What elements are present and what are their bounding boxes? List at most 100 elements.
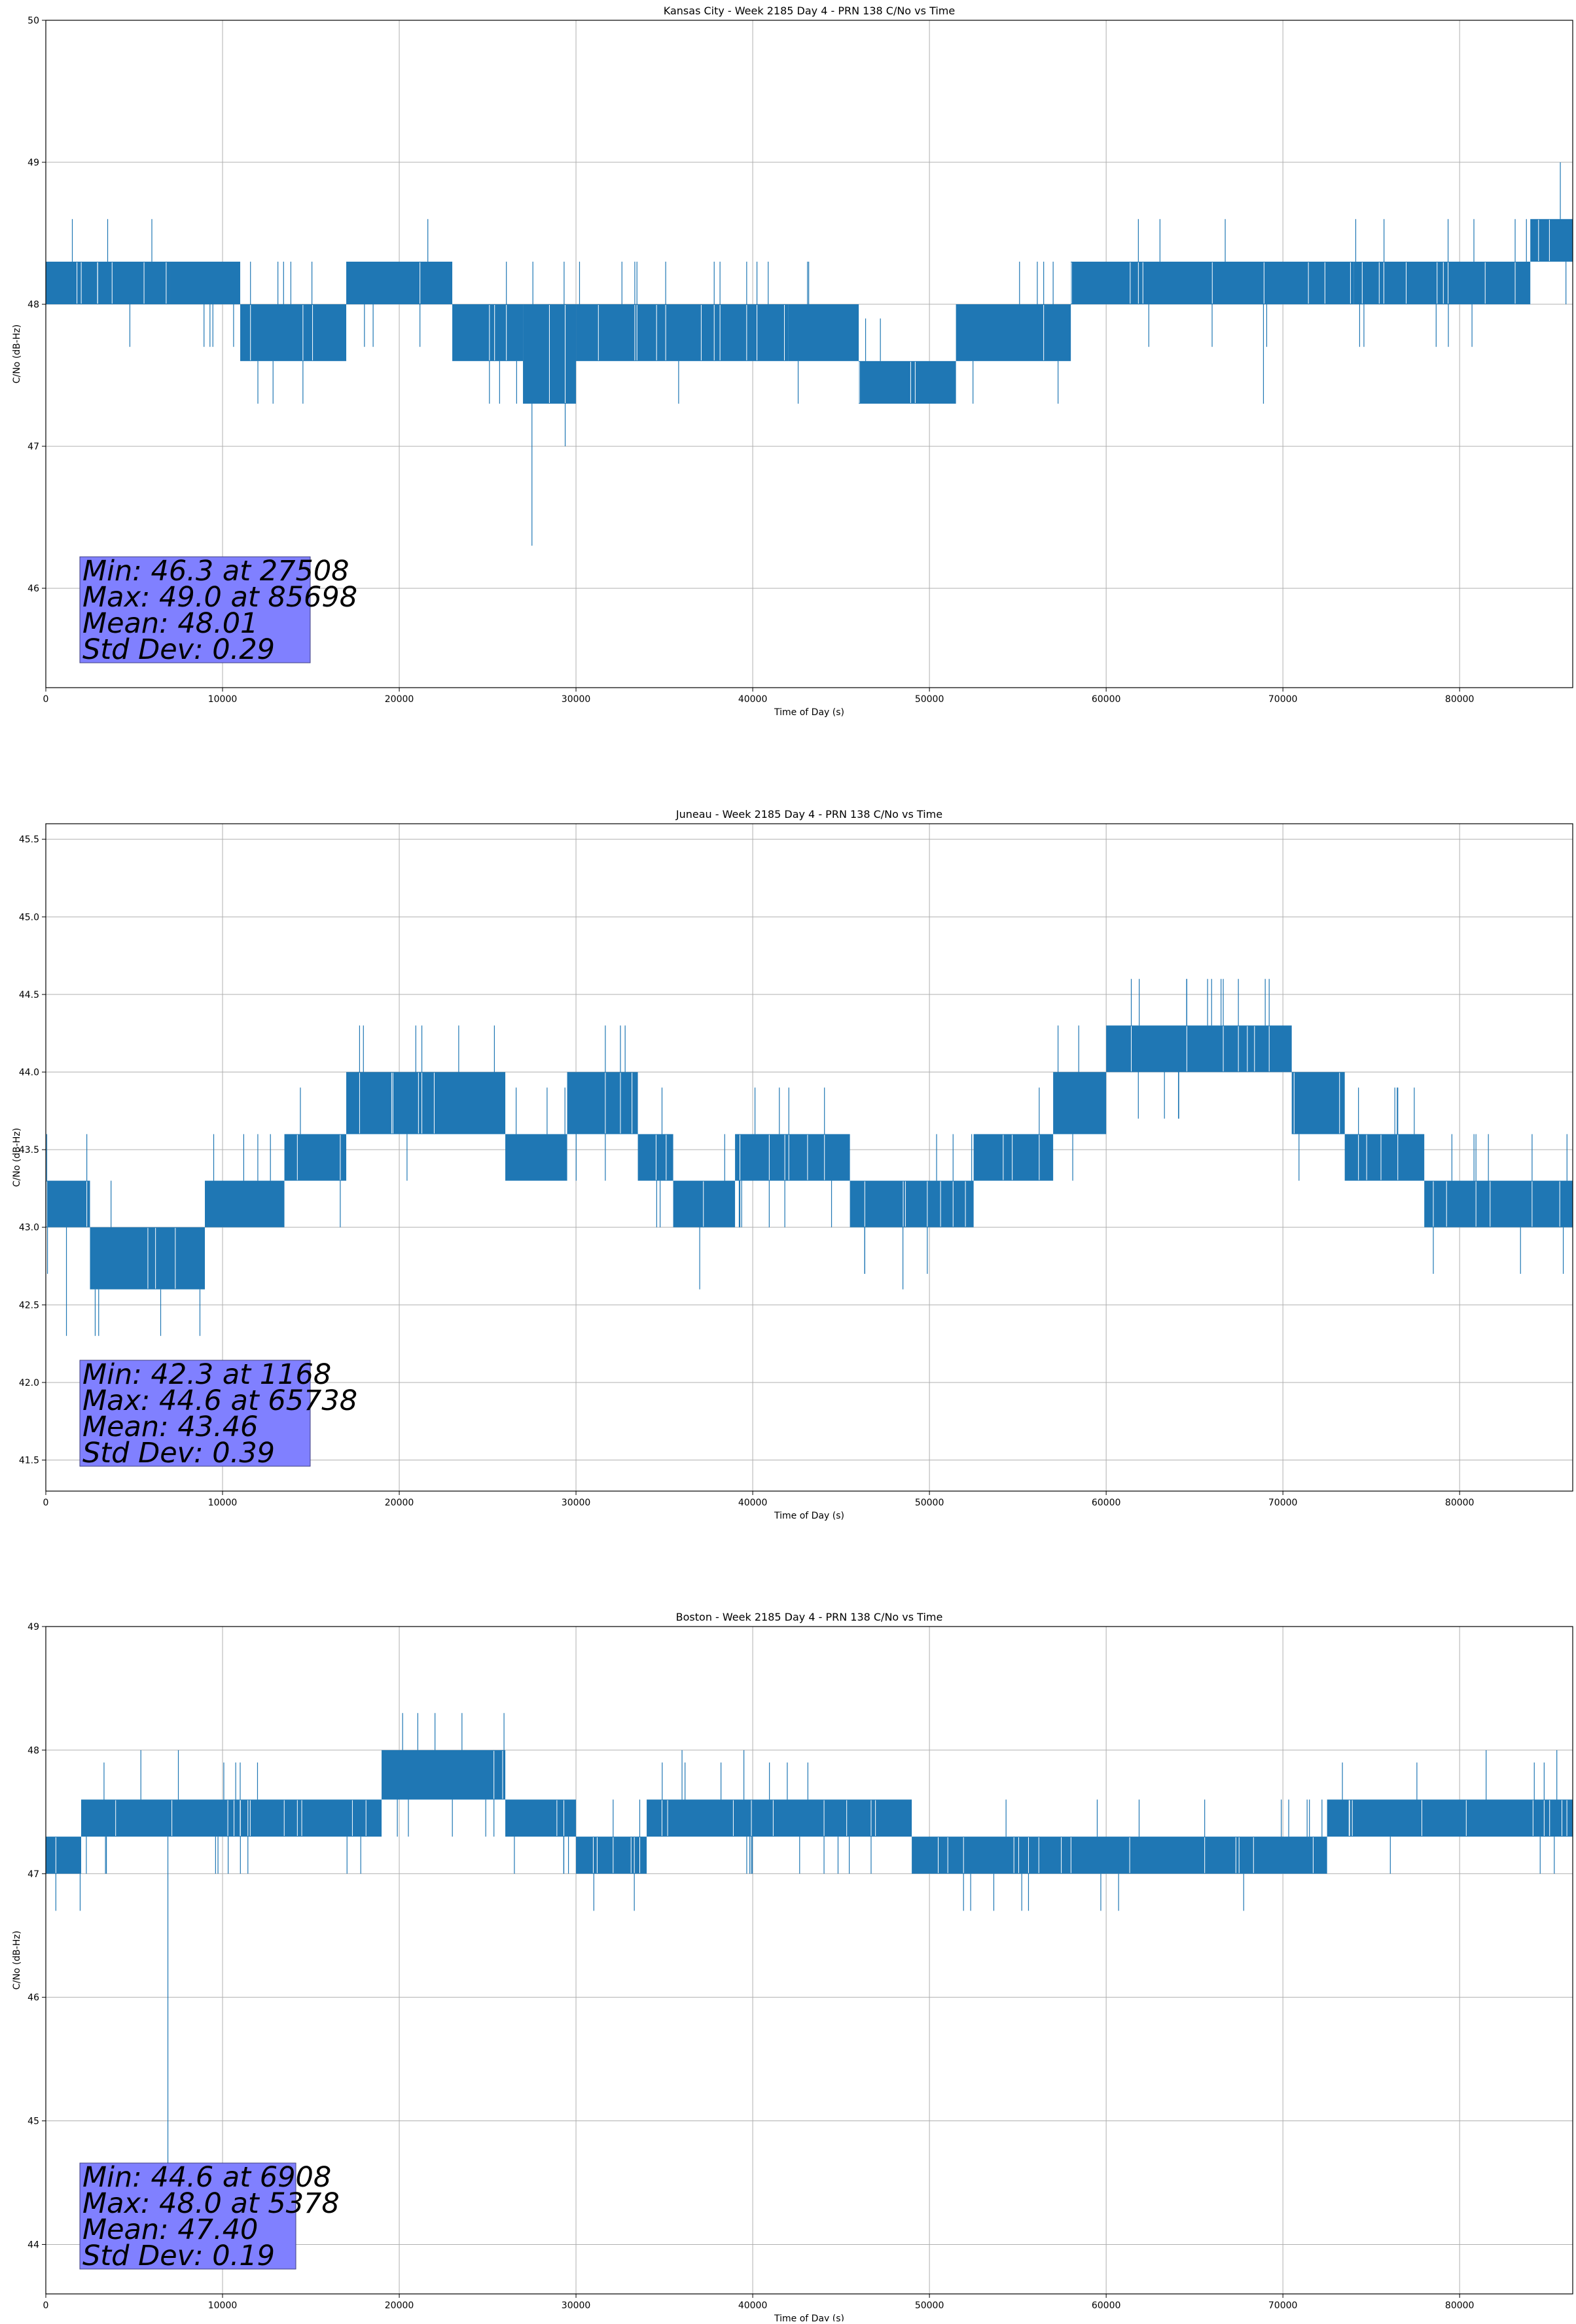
stats-line: Std Dev: 0.19 — [82, 2240, 275, 2272]
y-tick-label: 45 — [27, 2117, 39, 2127]
x-axis-label: Time of Day (s) — [774, 2314, 844, 2321]
y-tick-label: 45.5 — [19, 835, 39, 845]
x-tick-label: 40000 — [738, 2300, 768, 2311]
plot-frame — [45, 20, 1573, 688]
data-band — [346, 261, 453, 305]
stats-line: Std Dev: 0.39 — [82, 1437, 275, 1470]
y-tick-label: 50 — [27, 16, 39, 26]
data-band — [1530, 219, 1573, 262]
chart-panel-2: 0 10000 20000 30000 40000 50000 60000 70000 8000… — [12, 1611, 1573, 2324]
x-tick-label: 30000 — [562, 2300, 591, 2311]
stats-line: Min: 44.6 at 6908 — [82, 2161, 331, 2194]
data-band — [850, 1180, 974, 1227]
data-series — [46, 1713, 1573, 2171]
x-axis-label: Time of Day (s) — [774, 1511, 844, 1521]
y-tick-label: 46 — [27, 584, 39, 594]
x-tick-label: 80000 — [1445, 694, 1475, 705]
data-band — [90, 1227, 206, 1290]
x-tick-label: 40000 — [738, 694, 768, 705]
y-tick-label: 44.0 — [19, 1068, 39, 1078]
x-axis-label: Time of Day (s) — [774, 707, 844, 718]
x-tick-label: 50000 — [915, 2300, 944, 2311]
x-tick-label: 20000 — [385, 2300, 414, 2311]
y-tick-label: 41.5 — [19, 1456, 39, 1466]
y-tick-label: 44.5 — [19, 990, 39, 1000]
x-tick-label: 10000 — [208, 694, 238, 705]
data-series — [46, 162, 1573, 546]
x-tick-label: 70000 — [1268, 1498, 1298, 1508]
data-band — [46, 1180, 90, 1227]
y-tick-label: 49 — [27, 1622, 39, 1632]
data-band — [382, 1750, 506, 1800]
data-series — [46, 979, 1573, 1336]
stats-line: Mean: 47.40 — [82, 2213, 258, 2246]
data-band — [637, 1134, 673, 1181]
data-band — [505, 1799, 577, 1837]
data-band — [240, 304, 347, 361]
y-tick-label: 44 — [27, 2240, 39, 2250]
chart-title: Juneau - Week 2185 Day 4 - PRN 138 C/No … — [675, 808, 942, 820]
data-band — [284, 1134, 347, 1181]
data-band — [859, 361, 956, 404]
x-tick-label: 30000 — [562, 1498, 591, 1508]
data-band — [576, 1837, 647, 1874]
x-tick-label: 50000 — [915, 1498, 944, 1508]
stats-line: Std Dev: 0.29 — [82, 633, 275, 666]
y-tick-label: 45.0 — [19, 912, 39, 923]
x-tick-label: 0 — [43, 2300, 49, 2311]
x-tick-label: 40000 — [738, 1498, 768, 1508]
plot-frame — [45, 1626, 1573, 2295]
data-band — [1327, 1799, 1573, 1837]
data-band — [1353, 261, 1531, 305]
data-band — [81, 1799, 382, 1837]
data-band — [1424, 1180, 1573, 1227]
chart-panel-1: 0 10000 20000 30000 40000 50000 60000 70000 8000… — [12, 808, 1573, 1521]
y-tick-label: 43.5 — [19, 1145, 39, 1155]
plot-frame — [45, 823, 1573, 1492]
data-band — [46, 1837, 82, 1874]
data-band — [170, 261, 241, 305]
data-band — [1344, 1134, 1425, 1181]
x-tick-label: 0 — [43, 694, 49, 705]
data-band — [505, 1134, 567, 1181]
x-tick-label: 0 — [43, 1498, 49, 1508]
stats-line: Max: 48.0 at 5378 — [82, 2187, 340, 2220]
stats-box — [79, 2162, 296, 2270]
x-tick-label: 60000 — [1092, 694, 1121, 705]
y-tick-label: 42.5 — [19, 1300, 39, 1311]
x-tick-label: 10000 — [208, 1498, 238, 1508]
chart-panel-0: 0 10000 20000 30000 40000 50000 60000 70000 8000… — [12, 5, 1573, 718]
data-band — [576, 304, 789, 361]
y-tick-label: 49 — [27, 158, 39, 168]
data-band — [647, 1799, 912, 1837]
stats-line: Mean: 43.46 — [82, 1411, 258, 1443]
y-tick-label: 43.0 — [19, 1223, 39, 1233]
data-band — [346, 1072, 506, 1135]
x-tick-label: 50000 — [915, 694, 944, 705]
data-band — [1106, 1025, 1292, 1072]
x-tick-label: 30000 — [562, 694, 591, 705]
data-band — [788, 304, 859, 361]
stats-box — [79, 556, 311, 663]
x-tick-label: 60000 — [1092, 1498, 1121, 1508]
data-band — [1291, 1072, 1345, 1135]
data-band — [673, 1180, 736, 1227]
x-tick-label: 60000 — [1092, 2300, 1121, 2311]
y-axis-label: C/No (dB-Hz) — [12, 325, 22, 383]
y-tick-label: 42.0 — [19, 1378, 39, 1388]
y-axis-label: C/No (dB-Hz) — [12, 1128, 22, 1187]
x-tick-label: 80000 — [1445, 2300, 1475, 2311]
y-axis-label: C/No (dB-Hz) — [12, 1931, 22, 1990]
data-band — [735, 1134, 850, 1181]
y-tick-label: 48 — [27, 300, 39, 310]
data-band — [956, 304, 1071, 361]
data-band — [452, 304, 524, 361]
data-band — [1053, 1072, 1107, 1135]
data-band — [567, 1072, 638, 1135]
stats-line: Mean: 48.01 — [82, 607, 258, 640]
stats-line: Min: 46.3 at 27508 — [82, 555, 349, 588]
stats-line: Min: 42.3 at 1168 — [82, 1358, 331, 1391]
data-band — [46, 261, 170, 305]
